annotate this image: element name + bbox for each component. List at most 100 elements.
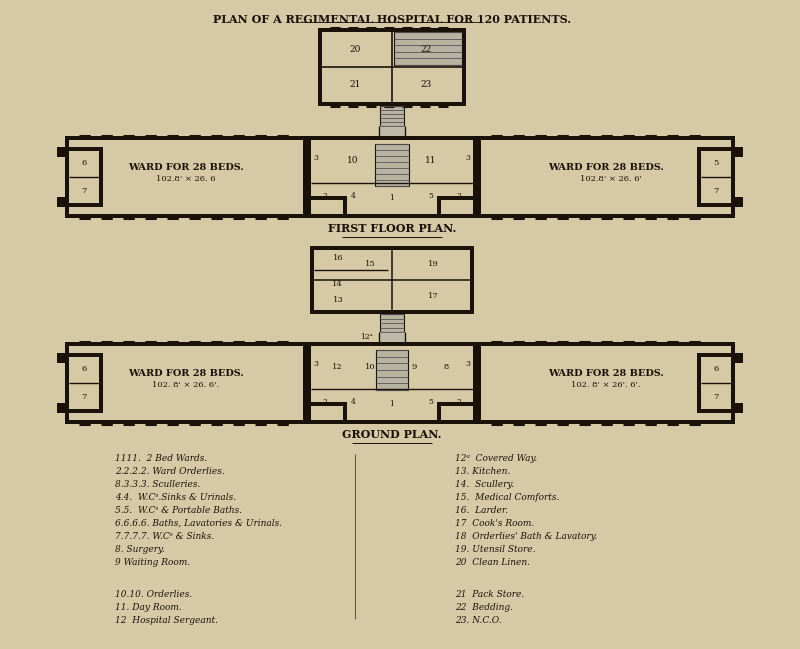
Bar bbox=[473, 402, 477, 424]
Bar bbox=[697, 353, 735, 357]
Bar bbox=[307, 196, 311, 218]
Bar bbox=[437, 214, 477, 218]
Text: 2: 2 bbox=[322, 398, 327, 406]
Bar bbox=[731, 136, 735, 218]
Bar bbox=[65, 214, 307, 218]
Bar bbox=[65, 342, 307, 346]
Text: 1: 1 bbox=[390, 400, 394, 408]
Bar bbox=[343, 196, 347, 218]
Text: 14.  Scullery.: 14. Scullery. bbox=[455, 480, 514, 489]
Text: GROUND PLAN.: GROUND PLAN. bbox=[342, 428, 442, 439]
Text: 102.8' × 26. 6: 102.8' × 26. 6 bbox=[156, 175, 216, 182]
Text: 1: 1 bbox=[390, 194, 394, 202]
Text: 2.2.2.2. Ward Orderlies.: 2.2.2.2. Ward Orderlies. bbox=[115, 467, 225, 476]
Bar bbox=[57, 353, 65, 363]
Bar bbox=[65, 136, 69, 218]
Bar bbox=[307, 402, 347, 406]
Bar bbox=[437, 420, 477, 424]
Text: 20  Clean Linen.: 20 Clean Linen. bbox=[455, 558, 530, 567]
Text: 14: 14 bbox=[333, 280, 343, 288]
Bar bbox=[697, 203, 735, 207]
Bar bbox=[477, 136, 481, 218]
Bar bbox=[310, 310, 474, 314]
Bar bbox=[65, 136, 307, 140]
Bar bbox=[65, 353, 103, 357]
Text: 102.8' × 26. 6': 102.8' × 26. 6' bbox=[580, 175, 642, 182]
Bar bbox=[735, 147, 743, 157]
Bar bbox=[697, 147, 735, 151]
Bar bbox=[307, 196, 347, 200]
Text: 4: 4 bbox=[350, 192, 355, 200]
Text: 13. Kitchen.: 13. Kitchen. bbox=[455, 467, 510, 476]
Text: 15: 15 bbox=[366, 260, 376, 268]
Bar bbox=[65, 203, 103, 207]
Bar bbox=[307, 214, 477, 218]
Text: 23. N.C.O.: 23. N.C.O. bbox=[455, 616, 502, 625]
Text: 7.7.7.7. W.Cˢ & Sinks.: 7.7.7.7. W.Cˢ & Sinks. bbox=[115, 532, 214, 541]
Text: WARD FOR 28 BEDS.: WARD FOR 28 BEDS. bbox=[548, 163, 664, 171]
Bar bbox=[477, 136, 735, 140]
Bar bbox=[379, 332, 405, 342]
Bar bbox=[376, 350, 408, 390]
Bar bbox=[65, 342, 69, 424]
Text: 6.6.6.6. Baths, Lavatories & Urinals.: 6.6.6.6. Baths, Lavatories & Urinals. bbox=[115, 519, 282, 528]
Bar bbox=[375, 144, 409, 186]
Text: 6: 6 bbox=[714, 365, 718, 373]
Text: 3: 3 bbox=[466, 154, 470, 162]
Text: FIRST FLOOR PLAN.: FIRST FLOOR PLAN. bbox=[328, 223, 456, 234]
Bar bbox=[99, 353, 103, 413]
Bar bbox=[65, 420, 307, 424]
Bar bbox=[731, 342, 735, 424]
Text: 7: 7 bbox=[714, 187, 718, 195]
Text: 10: 10 bbox=[365, 363, 375, 371]
Text: 102. 8' × 26. 6'.: 102. 8' × 26. 6'. bbox=[153, 381, 219, 389]
Text: 21: 21 bbox=[350, 80, 361, 90]
Text: 9: 9 bbox=[411, 363, 417, 371]
Text: 7: 7 bbox=[82, 187, 86, 195]
Bar bbox=[735, 353, 743, 363]
Bar bbox=[697, 353, 701, 413]
Bar bbox=[477, 342, 735, 346]
Bar bbox=[376, 350, 408, 390]
Bar bbox=[470, 246, 474, 314]
Text: WARD FOR 28 BEDS.: WARD FOR 28 BEDS. bbox=[128, 369, 244, 378]
Bar bbox=[697, 409, 735, 413]
Text: 17  Cook's Room.: 17 Cook's Room. bbox=[455, 519, 534, 528]
Bar bbox=[303, 136, 307, 218]
Text: 22: 22 bbox=[421, 45, 432, 54]
Bar bbox=[303, 342, 307, 424]
Bar bbox=[65, 353, 69, 413]
Bar bbox=[473, 196, 477, 218]
Text: 9 Waiting Room.: 9 Waiting Room. bbox=[115, 558, 190, 567]
Bar bbox=[437, 402, 441, 424]
Text: 16.  Larder.: 16. Larder. bbox=[455, 506, 508, 515]
Bar bbox=[310, 246, 314, 314]
Text: 10.10. Orderlies.: 10.10. Orderlies. bbox=[115, 590, 192, 599]
Bar bbox=[99, 147, 103, 207]
Bar bbox=[307, 342, 477, 346]
Bar bbox=[57, 147, 65, 157]
Text: 23: 23 bbox=[421, 80, 432, 90]
Text: 3: 3 bbox=[466, 360, 470, 368]
Bar bbox=[318, 28, 322, 106]
Bar bbox=[307, 136, 311, 218]
Bar bbox=[697, 147, 701, 207]
Bar bbox=[380, 314, 404, 332]
Bar bbox=[473, 136, 477, 218]
Text: 4.4.  W.Cˢ.Sinks & Urinals.: 4.4. W.Cˢ.Sinks & Urinals. bbox=[115, 493, 236, 502]
Bar bbox=[343, 402, 347, 424]
Bar bbox=[307, 342, 311, 424]
Text: 16: 16 bbox=[333, 254, 343, 262]
Bar bbox=[380, 106, 404, 126]
Bar bbox=[307, 420, 347, 424]
Bar bbox=[380, 314, 404, 332]
Text: 13: 13 bbox=[333, 297, 343, 304]
Bar bbox=[437, 402, 477, 406]
Bar bbox=[731, 147, 735, 207]
Text: 12ᵃ  Covered Way.: 12ᵃ Covered Way. bbox=[455, 454, 538, 463]
Text: PLAN OF A REGIMENTAL HOSPITAL FOR 120 PATIENTS.: PLAN OF A REGIMENTAL HOSPITAL FOR 120 PA… bbox=[213, 14, 571, 25]
Bar bbox=[318, 28, 466, 32]
Bar bbox=[307, 402, 311, 424]
Text: 6: 6 bbox=[82, 159, 86, 167]
Text: 5: 5 bbox=[429, 192, 434, 200]
